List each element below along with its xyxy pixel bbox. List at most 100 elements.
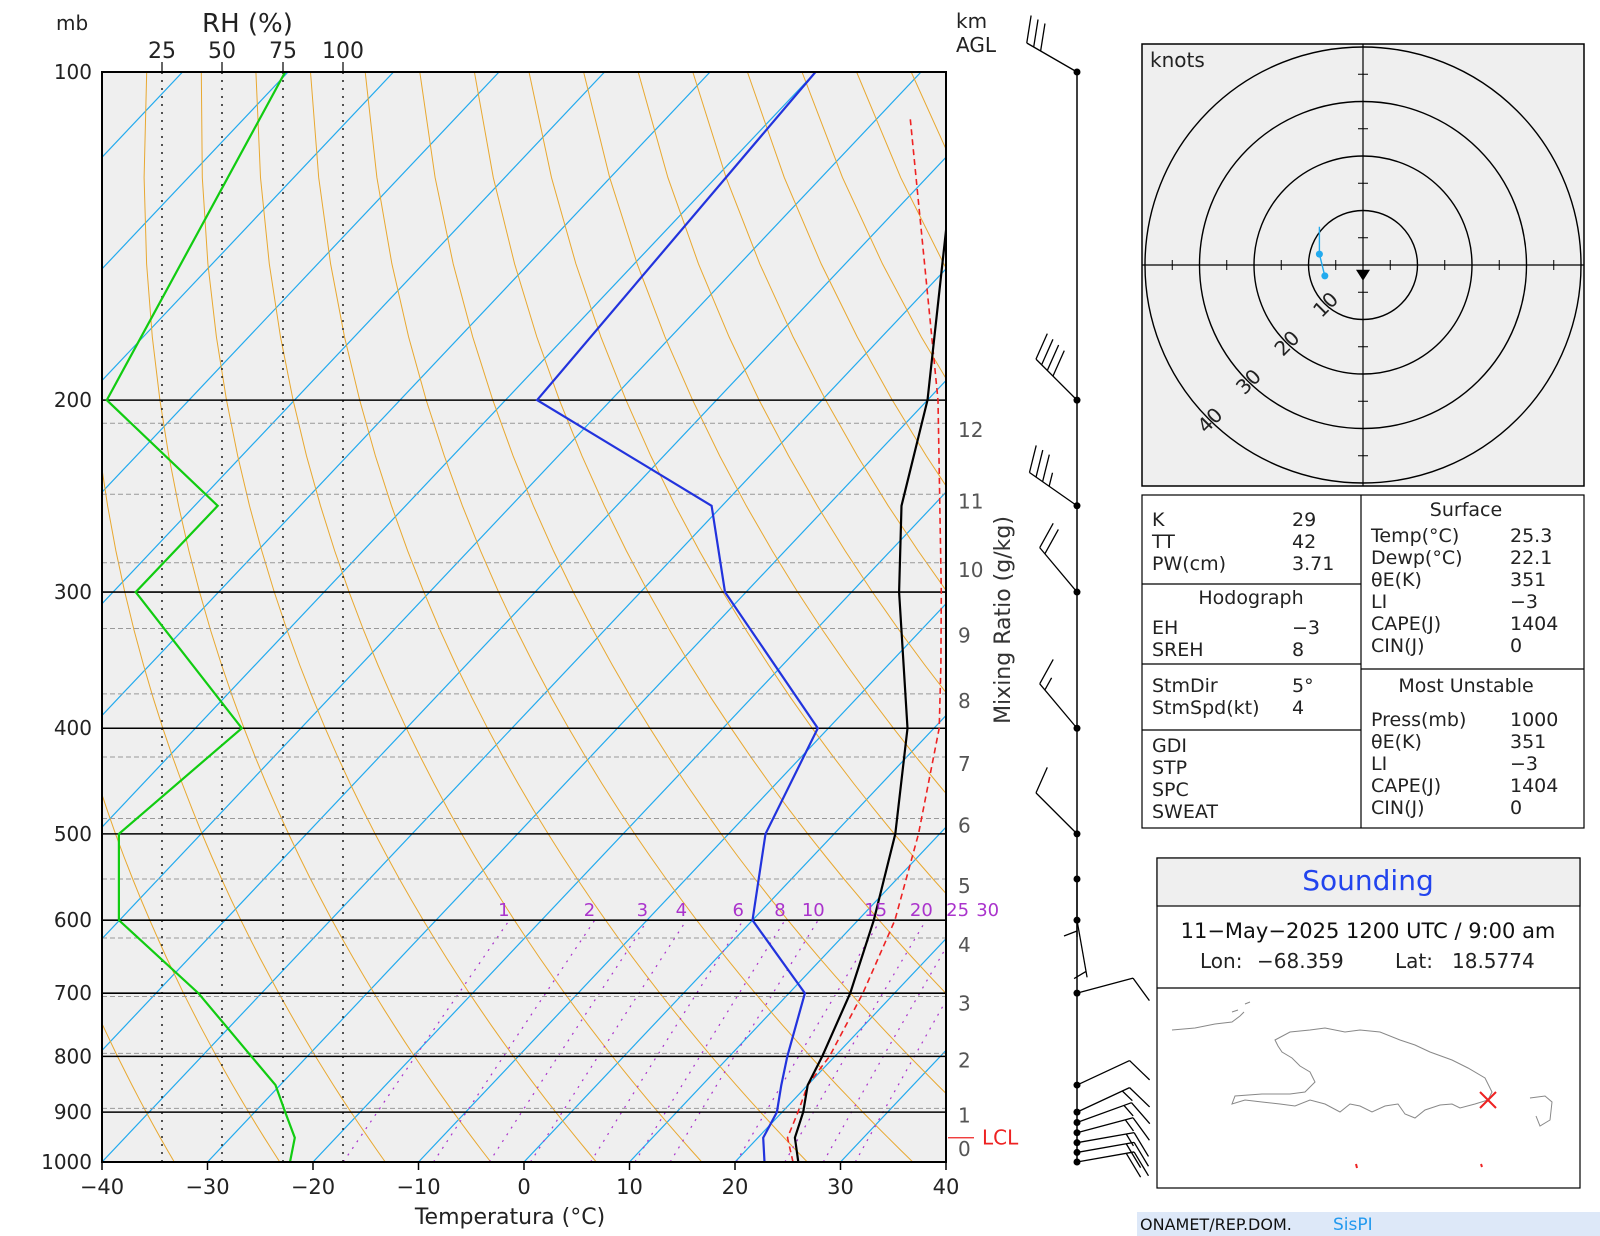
temperature-curve [793, 220, 946, 1162]
hodograph-units-label: knots [1150, 48, 1205, 72]
wind-barb [1039, 659, 1081, 732]
pressure-tick-label: 500 [54, 822, 92, 846]
index-value: 1404 [1510, 613, 1558, 635]
lcl-label: LCL [982, 1126, 1019, 1150]
wind-barb [1039, 522, 1081, 596]
isotherm-line [312, 491, 946, 1162]
index-label: θE(K) [1371, 731, 1422, 753]
dry-adiabat-line [637, 72, 946, 694]
mixing-ratio-tick-label: 2 [584, 900, 595, 921]
sounding-lon-label: Lon: [1200, 949, 1242, 973]
wind-barb [1063, 875, 1081, 937]
wind-barb [1035, 767, 1081, 838]
isotherm-line [734, 937, 946, 1162]
dry-adiabat-line [102, 1022, 175, 1162]
index-value: 1404 [1510, 775, 1558, 797]
rh-curve [105, 72, 296, 1162]
indices-values: K 29 TT 42 PW(cm) 3.71 Hodograph EH −3 SREH 8 StmDi… [1151, 499, 1558, 823]
mixing-ratio-tick-label: 1 [498, 900, 509, 921]
isotherm-line [102, 72, 289, 270]
isotherm-line [102, 72, 816, 828]
isotherm-line [102, 72, 922, 940]
wind-barb [1073, 916, 1088, 980]
storm-motion-marker [1356, 269, 1370, 281]
mixing-ratio-tick-label: 4 [676, 900, 687, 921]
location-map [1171, 1001, 1553, 1127]
index-label: SPC [1152, 779, 1189, 801]
dry-adiabat-line [102, 792, 281, 1162]
temperature-tick-label: 20 [722, 1175, 749, 1199]
index-label: StmSpd(kt) [1152, 697, 1259, 719]
mixing-ratio-line [634, 919, 786, 1162]
index-label: EH [1152, 617, 1178, 639]
index-label: LI [1371, 753, 1387, 775]
temperature-tick-label: 10 [616, 1175, 643, 1199]
wind-barb [1073, 1131, 1150, 1157]
mixing-ratio-line [342, 919, 510, 1162]
pressure-tick-label: 300 [54, 580, 92, 604]
most-unstable-section-title: Most Unstable [1398, 675, 1533, 697]
index-label: Press(mb) [1371, 709, 1466, 731]
index-label: PW(cm) [1152, 553, 1226, 575]
temperature-tick-label: 0 [517, 1175, 530, 1199]
index-value: 3.71 [1292, 553, 1334, 575]
parcel-curve [786, 117, 943, 1162]
pressure-tick-label: 900 [54, 1100, 92, 1124]
skewt-plot-area [102, 72, 946, 1162]
map-coastline-puerto-rico [1529, 1095, 1553, 1127]
index-label: CIN(J) [1371, 797, 1425, 819]
temperature-tick-label: −20 [291, 1175, 335, 1199]
hodograph-point [1315, 250, 1323, 258]
index-value: −3 [1510, 591, 1538, 613]
height-tick-label: 9 [958, 623, 971, 647]
wind-barb [1073, 1059, 1151, 1089]
mb-axis-label: mb [56, 11, 88, 35]
temperature-tick-label: 40 [933, 1175, 960, 1199]
height-tick-label: 4 [958, 933, 971, 957]
indices-frame [1141, 494, 1585, 829]
sounding-lat-value: 18.5774 [1452, 949, 1535, 973]
wind-barb [1028, 445, 1081, 510]
isotherm-line [102, 156, 946, 1052]
temperature-tick-label: −30 [185, 1175, 229, 1199]
pressure-tick-label: 200 [54, 388, 92, 412]
height-tick-label: 7 [958, 752, 971, 776]
index-value: 0 [1510, 635, 1522, 657]
isotherm-line [102, 72, 711, 717]
temperature-tick-label: 30 [827, 1175, 854, 1199]
rh-tick-label: 75 [269, 39, 297, 64]
index-value: 5° [1292, 675, 1314, 697]
isotherm-line [102, 268, 946, 1162]
map-coastline-cuba [1171, 1011, 1245, 1031]
index-value: 8 [1292, 639, 1304, 661]
index-value: −3 [1292, 617, 1320, 639]
pressure-tick-label: 600 [54, 908, 92, 932]
height-tick-label: 11 [958, 489, 983, 513]
rh-axis-label: RH (%) [202, 9, 293, 39]
temperature-axis-title: Temperatura (°C) [414, 1205, 605, 1230]
sounding-title: Sounding [1302, 864, 1433, 897]
hodograph-point [1321, 272, 1329, 280]
isotherm-line [102, 72, 605, 605]
sounding-datetime: 11−May−2025 1200 UTC / 9:00 am [1181, 919, 1556, 943]
index-label: LI [1371, 591, 1387, 613]
height-tick-label: 12 [958, 418, 983, 442]
height-tick-label: 5 [958, 874, 971, 898]
pressure-tick-label: 100 [54, 60, 92, 84]
dry-adiabat-line [692, 72, 946, 592]
mixing-ratio-tick-label: 8 [774, 900, 785, 921]
pressure-tick-label: 1000 [41, 1150, 92, 1174]
index-value: 351 [1510, 731, 1546, 753]
agl-axis-label: AGL [956, 33, 997, 57]
temperature-tick-label: −10 [396, 1175, 440, 1199]
index-label: Dewp(°C) [1371, 547, 1463, 569]
dry-adiabat-line [583, 72, 946, 795]
rh-tick-label: 100 [322, 39, 364, 64]
indices-table: K 29 TT 42 PW(cm) 3.71 Hodograph EH −3 SREH 8 StmDi… [1141, 494, 1585, 829]
map-dot [1355, 1163, 1358, 1169]
location-marker-icon [1479, 1091, 1497, 1109]
index-value: 351 [1510, 569, 1546, 591]
dry-adiabat-line [528, 72, 946, 895]
